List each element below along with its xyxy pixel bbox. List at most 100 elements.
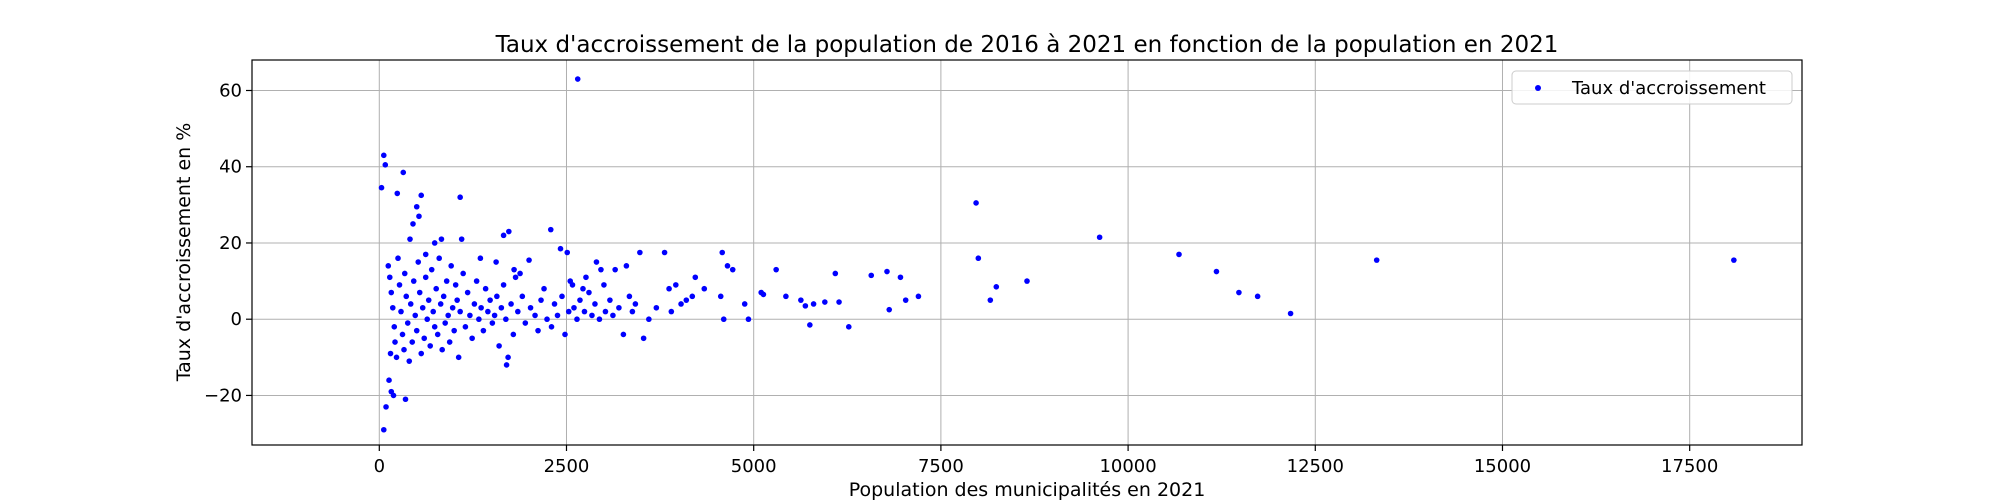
data-point bbox=[493, 259, 499, 265]
data-point bbox=[454, 297, 460, 303]
data-point bbox=[1373, 257, 1380, 263]
data-point bbox=[760, 291, 767, 298]
data-point bbox=[491, 312, 498, 319]
data-point bbox=[583, 274, 589, 281]
data-point bbox=[406, 358, 413, 364]
data-point bbox=[378, 184, 385, 191]
data-point bbox=[422, 251, 429, 258]
data-point bbox=[1176, 251, 1182, 258]
data-point bbox=[512, 274, 519, 281]
data-point bbox=[473, 278, 480, 284]
data-point bbox=[571, 304, 577, 311]
data-point bbox=[396, 282, 403, 288]
data-point bbox=[646, 316, 652, 323]
x-tick-label: 2500 bbox=[544, 456, 590, 477]
legend-marker bbox=[1535, 85, 1541, 91]
data-point bbox=[392, 339, 398, 345]
data-point bbox=[629, 308, 636, 315]
data-point bbox=[485, 308, 491, 315]
data-point bbox=[620, 331, 627, 338]
data-point bbox=[438, 236, 445, 242]
data-point bbox=[452, 282, 459, 288]
data-point bbox=[503, 362, 510, 368]
legend-label: Taux d'accroissement bbox=[1571, 78, 1766, 99]
data-point bbox=[1096, 234, 1103, 241]
data-point bbox=[1254, 293, 1261, 300]
data-point bbox=[580, 285, 586, 292]
data-point bbox=[448, 263, 454, 269]
data-point bbox=[440, 293, 447, 300]
data-point bbox=[832, 270, 839, 277]
data-point bbox=[1287, 310, 1294, 317]
data-point bbox=[1024, 278, 1030, 284]
data-point bbox=[987, 297, 994, 303]
grid-layer bbox=[252, 60, 1802, 445]
x-tick-label: 0 bbox=[374, 456, 385, 477]
data-point bbox=[975, 255, 982, 262]
data-point bbox=[457, 308, 463, 315]
data-point bbox=[915, 293, 922, 300]
data-point bbox=[469, 335, 475, 342]
data-point bbox=[845, 324, 852, 330]
x-tick-label: 5000 bbox=[731, 456, 777, 477]
data-point bbox=[421, 335, 428, 342]
data-point bbox=[510, 331, 517, 338]
data-point bbox=[439, 346, 445, 353]
data-point bbox=[404, 320, 411, 326]
data-point bbox=[500, 232, 507, 239]
data-point bbox=[418, 350, 425, 357]
data-point bbox=[401, 270, 408, 277]
data-point bbox=[394, 190, 401, 197]
points-layer bbox=[378, 76, 1737, 433]
data-point bbox=[422, 274, 429, 281]
data-point bbox=[487, 297, 493, 303]
data-point bbox=[434, 331, 441, 338]
x-tick-label: 15000 bbox=[1474, 456, 1531, 477]
data-point bbox=[897, 274, 904, 281]
data-point bbox=[973, 200, 979, 206]
data-point bbox=[562, 331, 568, 338]
data-point bbox=[593, 259, 600, 265]
data-point bbox=[607, 297, 613, 303]
data-point bbox=[745, 316, 752, 323]
data-point bbox=[522, 320, 529, 326]
data-point bbox=[387, 350, 394, 357]
data-point bbox=[457, 194, 463, 201]
data-point bbox=[577, 297, 583, 303]
data-point bbox=[559, 293, 565, 300]
data-point bbox=[462, 324, 469, 330]
data-point bbox=[449, 304, 456, 311]
legend: Taux d'accroissement bbox=[1511, 70, 1793, 105]
data-point bbox=[390, 392, 397, 399]
data-point bbox=[496, 343, 502, 349]
data-point bbox=[446, 339, 453, 345]
data-point bbox=[428, 266, 435, 273]
data-point bbox=[407, 301, 414, 307]
data-point bbox=[701, 285, 708, 292]
data-point bbox=[673, 282, 679, 288]
data-point bbox=[692, 274, 699, 281]
data-point bbox=[1213, 268, 1220, 275]
data-point bbox=[382, 162, 389, 168]
data-point bbox=[640, 335, 647, 342]
data-point bbox=[460, 270, 466, 277]
data-point bbox=[569, 282, 576, 288]
data-point bbox=[661, 249, 668, 256]
data-point bbox=[666, 285, 672, 292]
data-point bbox=[498, 304, 505, 311]
data-point bbox=[527, 304, 534, 311]
data-point bbox=[489, 320, 496, 326]
data-point bbox=[445, 312, 451, 319]
data-point bbox=[574, 316, 580, 323]
data-point bbox=[565, 308, 572, 315]
y-tick-label: −20 bbox=[204, 385, 242, 406]
data-point bbox=[418, 192, 425, 199]
data-point bbox=[477, 255, 484, 262]
data-point bbox=[532, 312, 538, 319]
data-point bbox=[413, 327, 420, 334]
data-point bbox=[564, 249, 571, 256]
data-point bbox=[626, 293, 633, 300]
data-point bbox=[416, 289, 423, 296]
data-point bbox=[400, 169, 407, 176]
data-point bbox=[886, 306, 893, 313]
